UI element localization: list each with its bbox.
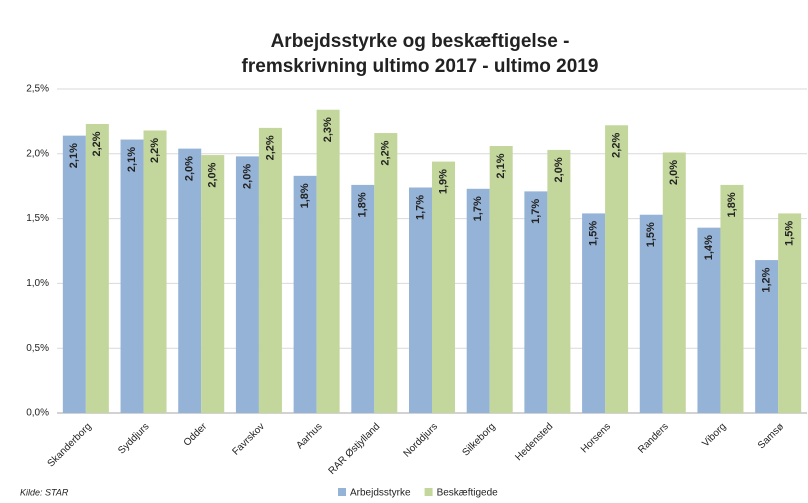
- bar: [582, 213, 606, 413]
- legend-label: Arbejdsstyrke: [350, 488, 411, 499]
- data-label: 1,8%: [357, 192, 369, 217]
- bar: [62, 135, 86, 413]
- data-label: 1,7%: [414, 195, 426, 220]
- bar: [235, 156, 259, 413]
- data-label: 1,4%: [703, 235, 715, 260]
- data-label: 1,5%: [587, 221, 599, 246]
- data-label: 1,5%: [784, 221, 796, 246]
- source-note: Kilde: STAR: [20, 487, 69, 497]
- data-label: 2,2%: [91, 131, 103, 156]
- data-label: 1,7%: [530, 199, 542, 224]
- bar: [466, 188, 490, 413]
- data-label: 2,0%: [668, 160, 680, 185]
- bar: [316, 109, 340, 414]
- data-label: 1,7%: [472, 196, 484, 221]
- bar: [755, 260, 779, 413]
- y-tick-label: 0,0%: [26, 408, 49, 419]
- bar: [639, 214, 663, 413]
- data-label: 2,0%: [553, 157, 565, 182]
- data-label: 2,0%: [184, 156, 196, 181]
- bar: [432, 161, 455, 413]
- bar: [351, 184, 375, 413]
- bar: [720, 184, 744, 413]
- data-label: 1,9%: [437, 169, 449, 194]
- data-label: 2,3%: [322, 117, 334, 142]
- bar: [489, 146, 513, 414]
- bar: [605, 125, 629, 414]
- bar: [201, 155, 225, 413]
- chart-title: Arbejdsstyrke og beskæftigelse -: [271, 31, 570, 52]
- legend-label: Beskæftigede: [437, 488, 499, 499]
- chart-subtitle: fremskrivning ultimo 2017 - ultimo 2019: [242, 56, 599, 77]
- bar: [178, 148, 202, 413]
- y-tick-label: 2,5%: [26, 84, 49, 95]
- y-tick-label: 2,0%: [26, 148, 49, 159]
- y-tick-label: 1,5%: [26, 213, 49, 224]
- bar: [293, 175, 317, 413]
- bar: [143, 130, 167, 414]
- bar: [524, 191, 548, 413]
- data-label: 2,1%: [126, 147, 138, 172]
- data-label: 2,2%: [380, 140, 392, 165]
- data-label: 2,2%: [264, 135, 276, 160]
- data-label: 2,0%: [207, 162, 219, 187]
- bar: [374, 133, 398, 413]
- bar: [778, 213, 802, 413]
- data-label: 2,2%: [149, 138, 161, 163]
- data-label: 2,2%: [610, 133, 622, 158]
- bar: [258, 127, 282, 413]
- legend-swatch: [424, 488, 433, 496]
- bar: [547, 149, 571, 414]
- data-label: 2,1%: [495, 153, 507, 178]
- y-tick-label: 0,5%: [26, 343, 49, 354]
- y-tick-label: 1,0%: [26, 278, 49, 289]
- data-label: 2,0%: [241, 164, 253, 189]
- data-label: 1,2%: [761, 267, 773, 292]
- data-label: 1,8%: [299, 183, 311, 208]
- bar: [697, 227, 721, 413]
- legend-swatch: [338, 488, 346, 496]
- bar: [662, 152, 686, 413]
- data-label: 1,5%: [645, 222, 657, 247]
- data-label: 1,8%: [726, 192, 738, 217]
- bar: [120, 139, 144, 413]
- bar: [409, 187, 432, 413]
- bar: [85, 123, 109, 413]
- data-label: 2,1%: [68, 143, 80, 168]
